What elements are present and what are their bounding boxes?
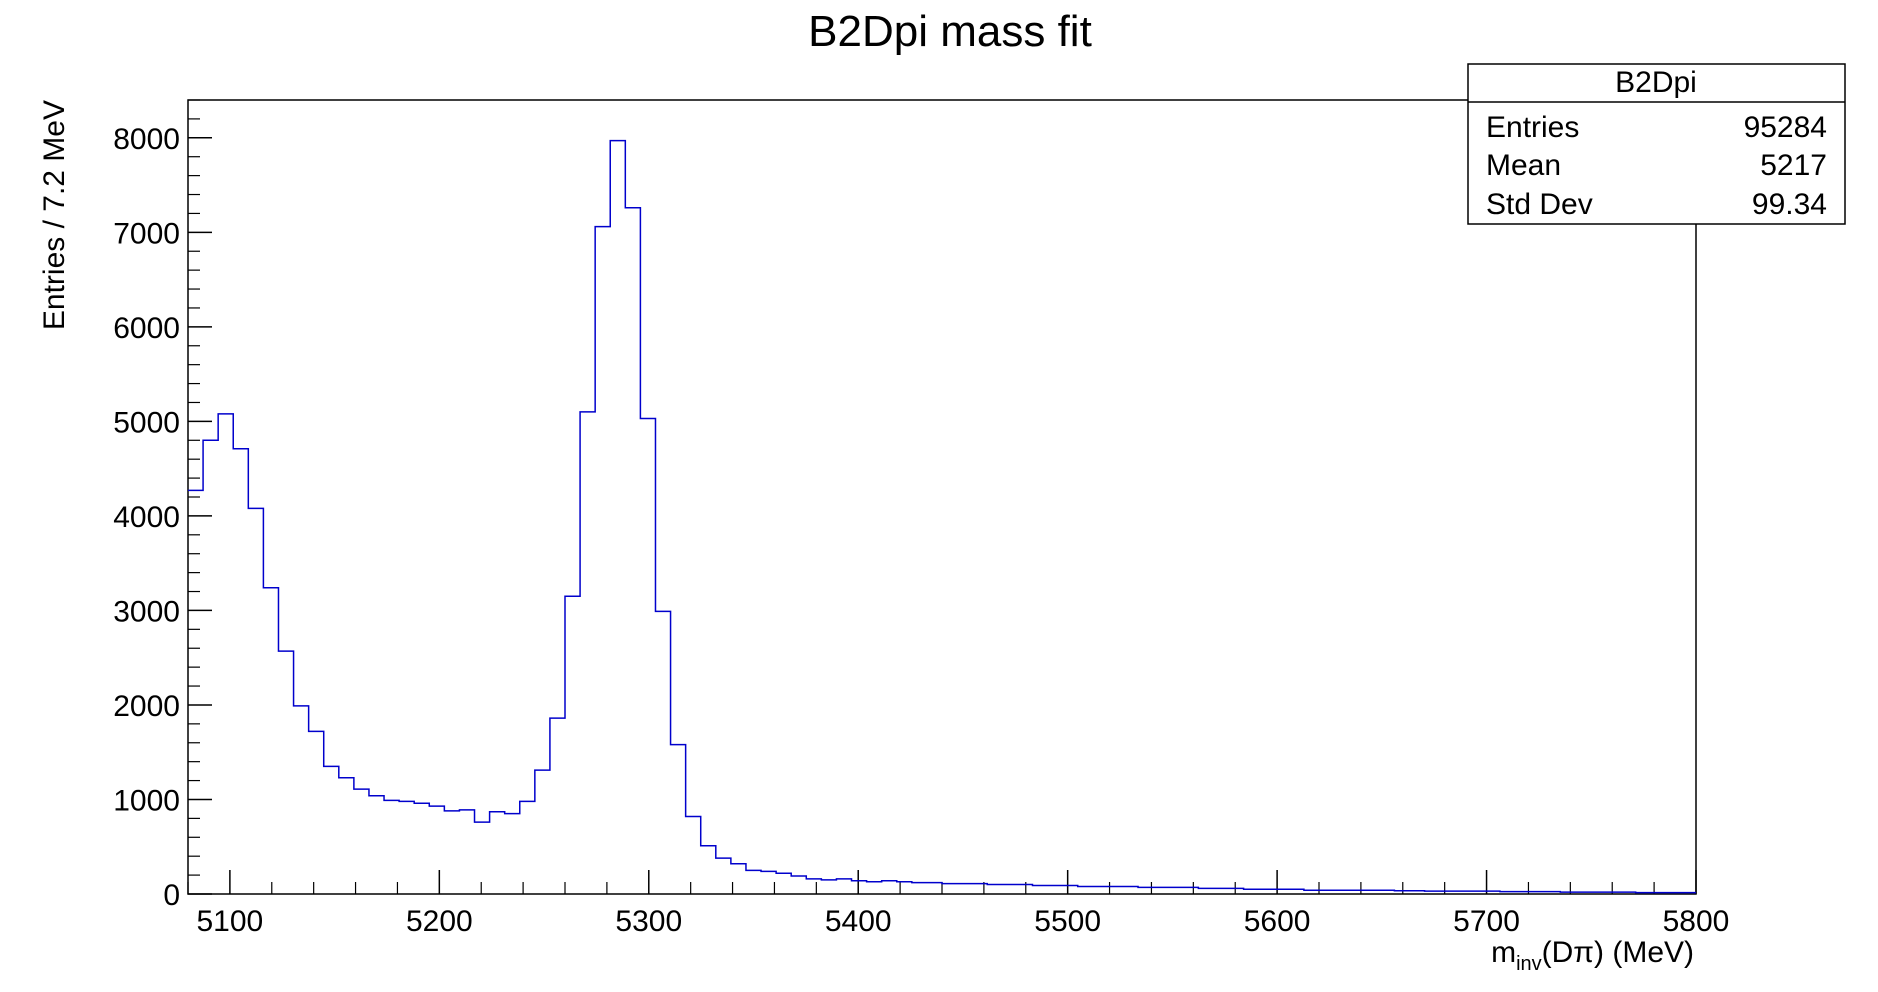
y-tick-label: 2000 (113, 690, 180, 723)
chart-title: B2Dpi mass fit (808, 7, 1092, 56)
x-tick-label: 5100 (197, 905, 264, 938)
x-tick-label: 5200 (406, 905, 473, 938)
y-tick-label: 0 (163, 879, 180, 912)
stats-mean-label: Mean (1486, 149, 1561, 182)
stats-box-title: B2Dpi (1615, 66, 1697, 99)
y-axis: 0 1000 2000 3000 4000 5000 6000 7000 8000 (113, 99, 212, 912)
y-axis-label: Entries / 7.2 MeV (38, 100, 71, 330)
stats-entries-value: 95284 (1744, 111, 1827, 144)
stats-stddev-value: 99.34 (1752, 188, 1827, 221)
y-tick-label: 5000 (113, 406, 180, 439)
x-axis: 5100 5200 5300 5400 5500 5600 5700 5800 (187, 870, 1730, 938)
stats-box: B2Dpi Entries 95284 Mean 5217 Std Dev 99… (1467, 63, 1846, 225)
x-axis-label-subscript: inv (1516, 953, 1542, 975)
stats-stddev-label: Std Dev (1486, 188, 1593, 221)
y-tick-label: 8000 (113, 123, 180, 156)
x-tick-label: 5600 (1244, 905, 1311, 938)
y-tick-label: 1000 (113, 784, 180, 817)
y-tick-label: 6000 (113, 312, 180, 345)
stats-box-frame (1467, 63, 1846, 225)
x-axis-label-rest: (Dπ) (MeV) (1542, 936, 1694, 969)
y-tick-label: 3000 (113, 595, 180, 628)
histogram-line (188, 139, 1696, 894)
x-tick-label: 5300 (615, 905, 682, 938)
x-tick-label: 5400 (825, 905, 892, 938)
stats-mean-value: 5217 (1760, 149, 1827, 182)
x-axis-label: minv(Dπ) (MeV) (1491, 936, 1694, 975)
y-tick-label: 7000 (113, 217, 180, 250)
x-tick-label: 5800 (1663, 905, 1730, 938)
stats-entries-label: Entries (1486, 111, 1579, 144)
x-axis-label-main: m (1491, 936, 1516, 969)
x-tick-label: 5500 (1034, 905, 1101, 938)
y-tick-label: 4000 (113, 501, 180, 534)
x-tick-label: 5700 (1453, 905, 1520, 938)
